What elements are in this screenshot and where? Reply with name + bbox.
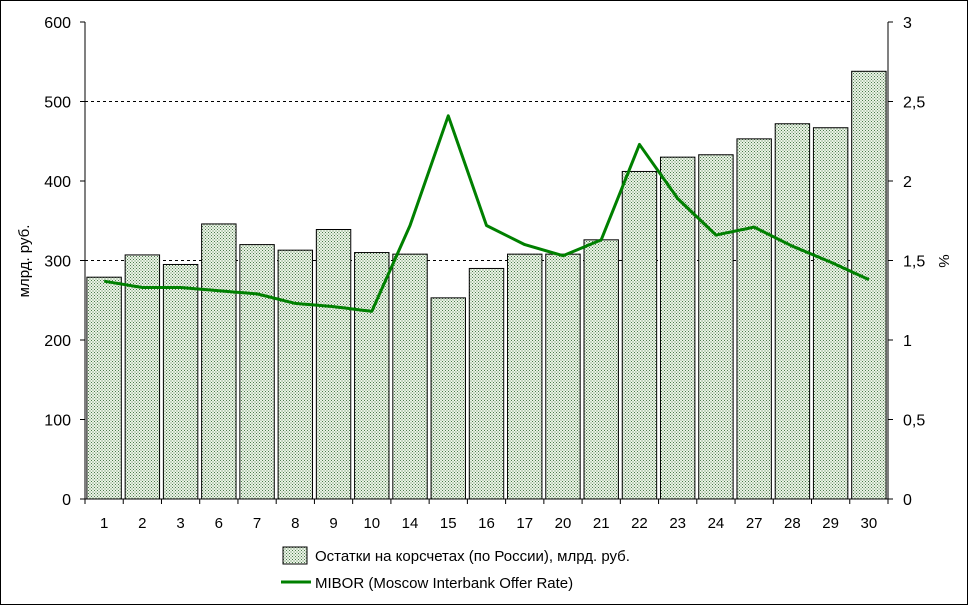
bar (774, 123, 811, 500)
y2-tick-label: 1 (903, 333, 912, 350)
x-tick-label: 15 (440, 515, 457, 532)
bar (86, 276, 122, 500)
bar (507, 253, 543, 500)
bar (201, 223, 237, 500)
bars-layer (86, 70, 887, 500)
bar (124, 254, 161, 500)
x-tick-label: 20 (555, 515, 572, 532)
x-tick-label: 29 (822, 515, 839, 532)
x-tick-label: 24 (708, 515, 725, 532)
x-tick-label: 10 (363, 515, 380, 532)
x-tick-label: 28 (784, 515, 801, 532)
x-tick-label: 17 (516, 515, 533, 532)
x-tick-label: 8 (291, 515, 299, 532)
y2-tick-label: 1,5 (903, 254, 925, 271)
bar (430, 297, 466, 500)
x-tick-label: 14 (402, 515, 419, 532)
x-tick-label: 1 (100, 515, 108, 532)
x-tick-label: 2 (138, 515, 146, 532)
bar (736, 138, 772, 500)
bar (583, 239, 619, 500)
bar (698, 154, 734, 500)
bar (277, 249, 314, 500)
legend-line-label: MIBOR (Moscow Interbank Offer Rate) (315, 575, 573, 592)
y2-tick-label: 3 (903, 15, 912, 32)
mibor-line (103, 114, 870, 313)
bar (545, 253, 581, 500)
y-axis-label: млрд. руб. (16, 225, 33, 298)
bar (812, 127, 849, 500)
legend-bar-swatch (282, 546, 308, 565)
bar (239, 244, 275, 500)
line-layer (103, 114, 870, 313)
bar (315, 228, 352, 500)
x-tick-label: 9 (329, 515, 337, 532)
y2-tick-label: 0,5 (903, 413, 925, 430)
y2-axis-label: % (935, 254, 952, 267)
y2-tick-label: 2,5 (903, 95, 925, 112)
legend: Остатки на корсчетах (по России), млрд. … (281, 546, 630, 592)
y-tick-label: 500 (44, 95, 71, 112)
y2-tick-label: 2 (903, 174, 912, 191)
y-tick-label: 0 (62, 492, 71, 509)
x-tick-label: 16 (478, 515, 495, 532)
x-tick-label: 22 (631, 515, 648, 532)
y-tick-label: 200 (44, 333, 71, 350)
y-tick-label: 400 (44, 174, 71, 191)
bar (354, 252, 390, 500)
y2-tick-label: 0 (903, 492, 912, 509)
x-tick-label: 21 (593, 515, 610, 532)
x-tick-label: 30 (861, 515, 878, 532)
bar (468, 267, 505, 500)
bar (621, 170, 658, 500)
y-tick-label: 600 (44, 15, 71, 32)
x-tick-label: 27 (746, 515, 763, 532)
y-tick-label: 300 (44, 254, 71, 271)
y-tick-label: 100 (44, 413, 71, 430)
bar (392, 253, 428, 500)
x-tick-label: 7 (253, 515, 261, 532)
x-tick-label: 3 (176, 515, 184, 532)
bar (162, 263, 199, 500)
x-tick-label: 23 (669, 515, 686, 532)
x-tick-label: 6 (215, 515, 223, 532)
bar (659, 156, 696, 500)
bar (851, 70, 887, 500)
legend-bar-label: Остатки на корсчетах (по России), млрд. … (315, 548, 630, 565)
